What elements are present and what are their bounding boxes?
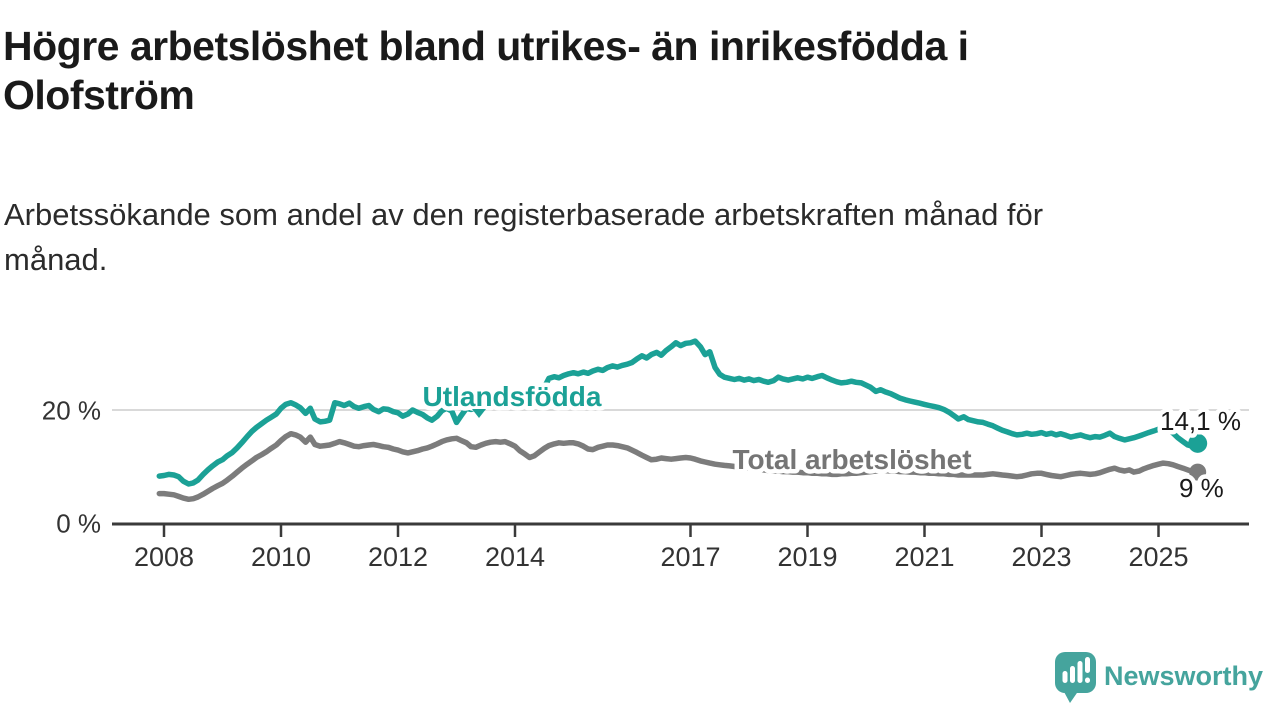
x-axis-label-2014: 2014: [485, 542, 545, 572]
speech-bubble-tail: [1063, 690, 1079, 703]
x-axis-label-2012: 2012: [368, 542, 428, 572]
bar-chart-icon: [1062, 657, 1090, 683]
x-axis-label-2008: 2008: [134, 542, 194, 572]
end-value-label-total: 9 %: [1179, 473, 1224, 503]
series-label-total: Total arbetslöshet: [732, 444, 971, 475]
x-axis-label-2021: 2021: [894, 542, 954, 572]
series-line-total: [156, 430, 1201, 503]
exclamation-icon: [1085, 657, 1090, 673]
chart-subtitle: Arbetssökande som andel av den registerb…: [4, 197, 1044, 277]
end-dot-total: [1189, 463, 1207, 481]
series-label-utlandsfodda: Utlandsfödda: [423, 381, 602, 412]
x-axis-label-2010: 2010: [251, 542, 311, 572]
x-axis-label-2019: 2019: [777, 542, 837, 572]
newsworthy-logo-badge: [1055, 652, 1096, 703]
x-axis-label-2023: 2023: [1011, 542, 1071, 572]
end-dot-utlandsfodda: [1188, 433, 1208, 453]
x-axis-label-2017: 2017: [660, 542, 720, 572]
label-pointer-triangle-icon: [472, 409, 486, 418]
end-value-label-utlandsfodda: 14,1 %: [1160, 406, 1241, 436]
newsworthy-wordmark: Newsworthy: [1104, 661, 1263, 691]
newsworthy-logo: Newsworthy: [1055, 652, 1263, 703]
page-title: Högre arbetslöshet bland utrikes- än inr…: [3, 23, 969, 118]
y-axis-label-0: 0 %: [56, 509, 101, 539]
y-axis-label-20: 20 %: [42, 396, 101, 426]
x-axis-label-2025: 2025: [1128, 542, 1188, 572]
series-line-utlandsfodda: [156, 338, 1201, 487]
